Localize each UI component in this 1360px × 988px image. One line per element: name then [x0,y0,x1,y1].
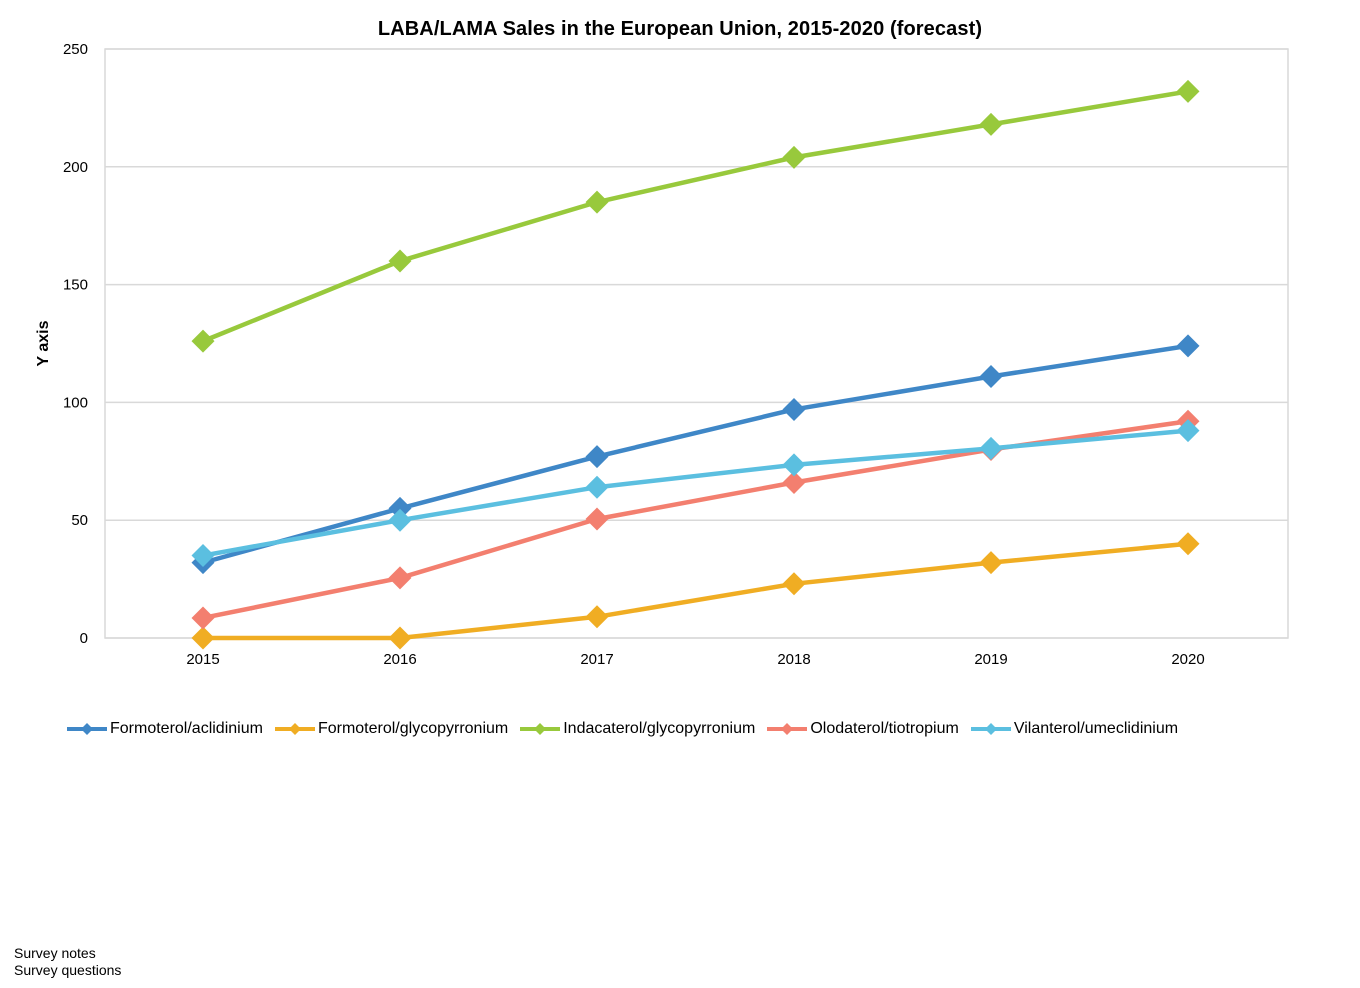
legend-swatch-icon [767,723,808,735]
series-line [202,428,1189,558]
chart-title: LABA/LAMA Sales in the European Union, 2… [377,18,983,40]
data-point-marker[interactable] [388,508,412,532]
x-tick-label: 2016 [383,651,416,668]
data-point-marker[interactable] [979,436,1003,460]
legend-item-indacaterol-glycopyrronium[interactable]: Indacaterol/glycopyrronium [519,720,755,738]
data-point-marker[interactable] [388,566,412,590]
legend-item-olodaterol-tiotropium[interactable]: Olodaterol/tiotropium [766,720,959,738]
x-tick-label: 2015 [186,651,219,668]
footnote-survey-notes[interactable]: Survey notes [14,945,96,961]
data-point-marker[interactable] [979,112,1003,136]
legend-swatch-icon [274,723,315,735]
data-point-marker[interactable] [191,606,215,630]
data-point-marker[interactable] [191,626,215,650]
data-point-marker[interactable] [1176,79,1200,103]
legend-label: Formoterol/glycopyrronium [317,720,509,737]
data-point-marker[interactable] [585,507,609,531]
data-point-marker[interactable] [979,551,1003,575]
data-point-marker[interactable] [1176,334,1200,358]
legend: Formoterol/aclidinium Formoterol/glycopyr… [66,720,1189,738]
legend-label: Vilanterol/umeclidinium [1013,720,1179,737]
x-axis-ticks: 2015 2016 2017 2018 2019 2020 [186,651,1204,668]
footnotes: Survey notes Survey questions [14,945,121,979]
data-point-marker[interactable] [782,471,806,495]
data-point-marker[interactable] [585,445,609,469]
y-tick-label: 250 [63,41,88,58]
series-line [202,343,1189,565]
legend-label: Olodaterol/tiotropium [810,720,959,737]
series-line [203,541,1189,641]
series-vilanterol-umeclidinium [191,419,1200,568]
data-point-marker[interactable] [388,249,412,273]
data-point-marker[interactable] [782,572,806,596]
data-point-marker[interactable] [1176,419,1200,443]
series-formoterol-aclidinium [191,334,1200,575]
plot-area-border [104,48,1289,639]
legend-item-vilanterol-umeclidinium[interactable]: Vilanterol/umeclidinium [970,720,1178,738]
y-tick-label: 50 [71,512,88,529]
y-axis-ticks: 0 50 100 150 200 250 [63,41,88,647]
series-formoterol-glycopyrronium [191,532,1200,650]
data-point-marker[interactable] [782,145,806,169]
y-tick-label: 150 [63,277,88,294]
x-tick-label: 2018 [777,651,810,668]
y-tick-label: 200 [63,159,88,176]
data-point-marker[interactable] [585,190,609,214]
footnote-survey-questions[interactable]: Survey questions [14,962,122,978]
data-point-marker[interactable] [388,626,412,650]
data-point-marker[interactable] [191,544,215,568]
data-point-marker[interactable] [782,453,806,477]
data-point-marker[interactable] [585,475,609,499]
x-tick-label: 2017 [580,651,613,668]
data-point-marker[interactable] [782,397,806,421]
legend-swatch-icon [970,723,1011,735]
legend-item-formoterol-glycopyrronium[interactable]: Formoterol/glycopyrronium [274,720,508,738]
y-tick-label: 0 [80,630,88,647]
legend-label: Formoterol/aclidinium [110,720,263,737]
series-line [202,89,1189,344]
legend-swatch-icon [520,723,561,735]
data-point-marker[interactable] [388,496,412,520]
data-point-marker[interactable] [585,605,609,629]
data-point-marker[interactable] [191,329,215,353]
data-point-marker[interactable] [1176,532,1200,556]
x-tick-label: 2019 [974,651,1007,668]
legend-swatch-icon [67,723,107,735]
series-layer [191,79,1200,650]
y-axis-label: Y axis [35,320,52,366]
series-indacaterol-glycopyrronium [191,79,1200,353]
legend-item-formoterol-aclidinium[interactable]: Formoterol/aclidinium [66,720,263,738]
legend-label: Indacaterol/glycopyrronium [563,720,756,737]
x-tick-label: 2020 [1171,651,1204,668]
y-tick-label: 100 [63,394,88,411]
data-point-marker[interactable] [979,364,1003,388]
